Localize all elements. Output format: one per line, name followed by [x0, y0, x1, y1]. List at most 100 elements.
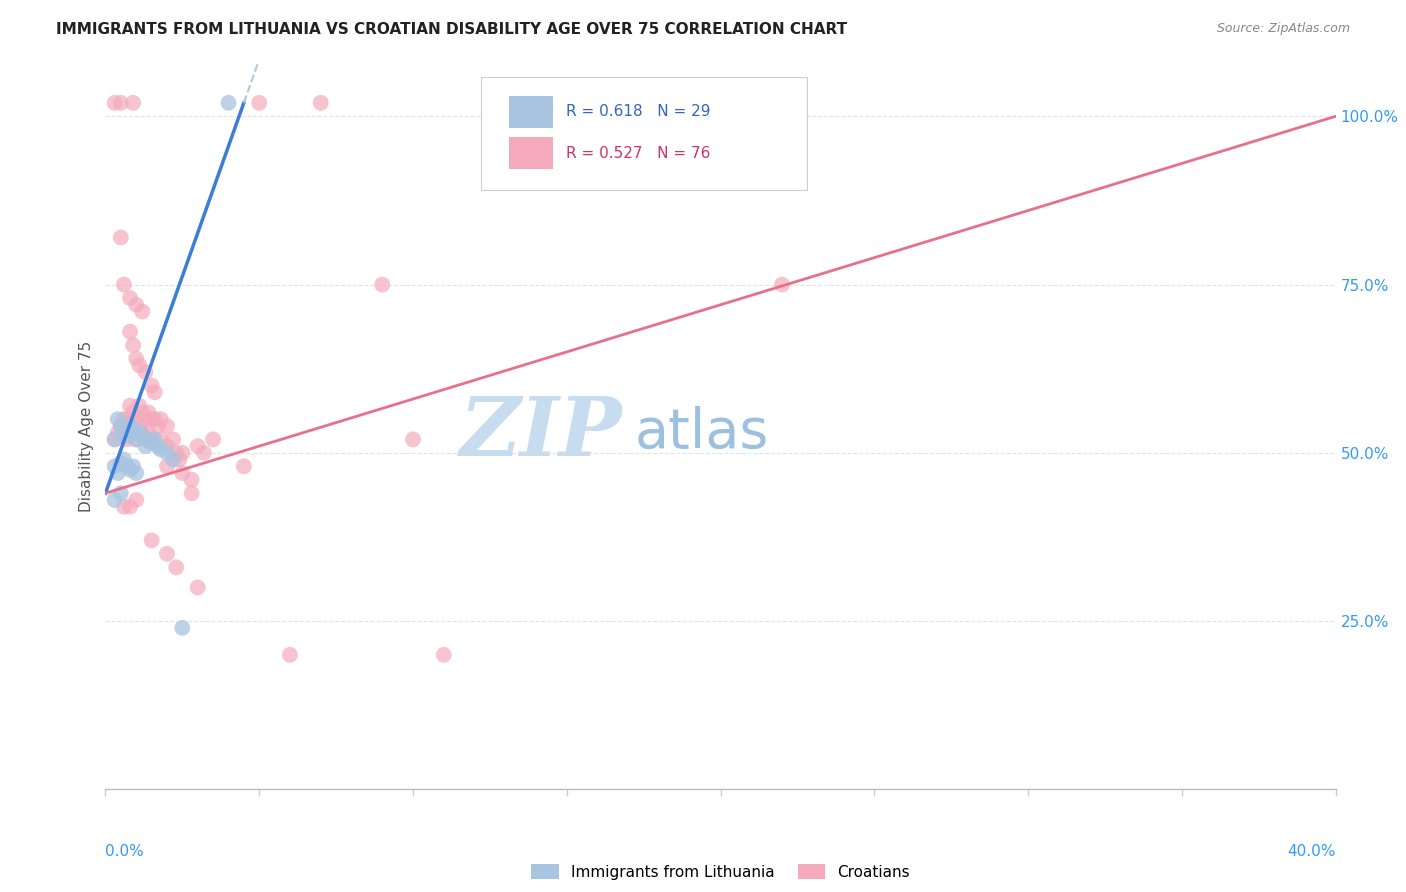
- Point: [202, 433, 225, 447]
- Point: [122, 338, 145, 352]
- Point: [110, 230, 132, 244]
- Point: [128, 425, 150, 440]
- Point: [112, 412, 135, 426]
- Point: [125, 351, 148, 366]
- Point: [187, 581, 209, 595]
- Point: [120, 419, 141, 434]
- Point: [141, 533, 163, 548]
- Point: [134, 439, 156, 453]
- Point: [110, 486, 132, 500]
- Point: [141, 435, 163, 450]
- Y-axis label: Disability Age Over 75: Disability Age Over 75: [79, 341, 94, 511]
- Point: [131, 425, 153, 440]
- Point: [146, 439, 169, 453]
- Point: [143, 433, 166, 447]
- Point: [180, 473, 202, 487]
- Point: [278, 648, 301, 662]
- Point: [120, 399, 141, 413]
- Point: [120, 325, 141, 339]
- Point: [371, 277, 394, 292]
- Text: 0.0%: 0.0%: [105, 844, 145, 859]
- Legend: Immigrants from Lithuania, Croatians: Immigrants from Lithuania, Croatians: [523, 856, 918, 888]
- Point: [104, 459, 127, 474]
- Point: [402, 433, 425, 447]
- Text: 40.0%: 40.0%: [1288, 844, 1336, 859]
- Point: [138, 425, 160, 440]
- Point: [172, 446, 194, 460]
- Point: [172, 621, 194, 635]
- Point: [740, 95, 762, 110]
- Point: [115, 433, 138, 447]
- Text: ZIP: ZIP: [460, 393, 621, 473]
- Point: [128, 399, 150, 413]
- Point: [112, 425, 135, 440]
- Point: [247, 95, 270, 110]
- Point: [125, 433, 148, 447]
- Text: atlas: atlas: [634, 406, 769, 460]
- Point: [112, 500, 135, 514]
- Point: [122, 405, 145, 419]
- Point: [169, 452, 191, 467]
- Text: IMMIGRANTS FROM LITHUANIA VS CROATIAN DISABILITY AGE OVER 75 CORRELATION CHART: IMMIGRANTS FROM LITHUANIA VS CROATIAN DI…: [56, 22, 848, 37]
- Point: [156, 419, 179, 434]
- Point: [110, 419, 132, 434]
- Point: [134, 412, 156, 426]
- FancyBboxPatch shape: [509, 137, 554, 169]
- Point: [131, 304, 153, 318]
- Text: R = 0.618   N = 29: R = 0.618 N = 29: [565, 104, 710, 120]
- Point: [162, 452, 184, 467]
- Point: [162, 433, 184, 447]
- Point: [433, 648, 456, 662]
- Point: [128, 419, 150, 434]
- Point: [138, 433, 160, 447]
- Point: [120, 463, 141, 477]
- Point: [104, 493, 127, 508]
- Point: [112, 277, 135, 292]
- Point: [120, 291, 141, 305]
- Point: [122, 422, 145, 436]
- Point: [122, 95, 145, 110]
- Point: [122, 459, 145, 474]
- Point: [141, 378, 163, 392]
- Point: [141, 433, 163, 447]
- Point: [115, 412, 138, 426]
- Point: [122, 425, 145, 440]
- Point: [107, 412, 129, 426]
- Point: [120, 419, 141, 434]
- Point: [218, 95, 240, 110]
- Point: [120, 500, 141, 514]
- Point: [131, 429, 153, 443]
- Point: [149, 412, 172, 426]
- Text: R = 0.527   N = 76: R = 0.527 N = 76: [565, 145, 710, 161]
- Point: [138, 405, 160, 419]
- Point: [128, 359, 150, 373]
- Point: [156, 459, 179, 474]
- Point: [125, 466, 148, 480]
- Point: [143, 412, 166, 426]
- Point: [143, 385, 166, 400]
- Point: [156, 446, 179, 460]
- Point: [187, 439, 209, 453]
- Point: [193, 446, 215, 460]
- Point: [141, 412, 163, 426]
- Point: [156, 439, 179, 453]
- Point: [149, 442, 172, 457]
- Point: [110, 419, 132, 434]
- Point: [125, 433, 148, 447]
- Point: [104, 433, 127, 447]
- Point: [165, 446, 187, 460]
- Text: Source: ZipAtlas.com: Source: ZipAtlas.com: [1216, 22, 1350, 36]
- Point: [131, 405, 153, 419]
- Point: [180, 486, 202, 500]
- FancyBboxPatch shape: [481, 77, 807, 190]
- Point: [104, 433, 127, 447]
- Point: [146, 419, 169, 434]
- Point: [125, 298, 148, 312]
- Point: [115, 459, 138, 474]
- Point: [134, 433, 156, 447]
- Point: [156, 547, 179, 561]
- Point: [125, 412, 148, 426]
- FancyBboxPatch shape: [509, 95, 554, 128]
- Point: [110, 95, 132, 110]
- Point: [165, 560, 187, 574]
